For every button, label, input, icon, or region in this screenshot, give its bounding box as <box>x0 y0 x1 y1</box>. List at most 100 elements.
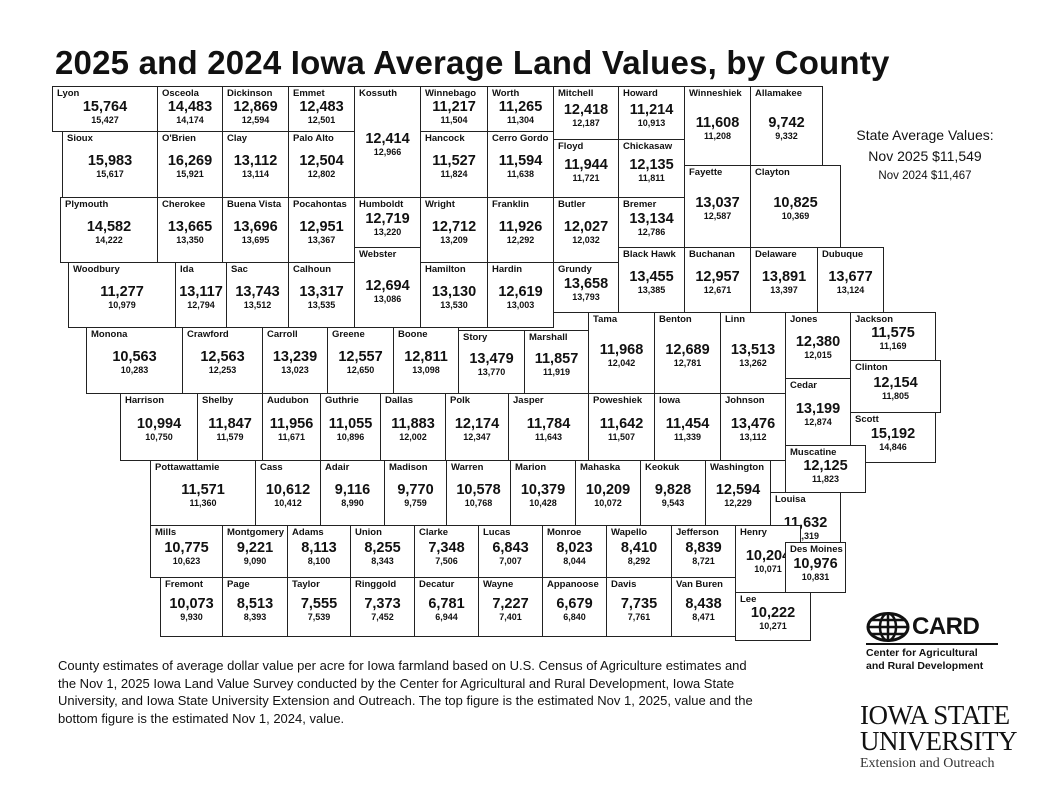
county-name: Washington <box>710 462 764 473</box>
county-values: 13,317 13,535 <box>289 284 354 311</box>
value-2024: 10,271 <box>759 621 787 631</box>
county-values: 13,112 13,114 <box>223 153 288 180</box>
county-values: 11,883 12,002 <box>381 416 445 443</box>
value-2024: 13,367 <box>307 234 336 245</box>
value-2024: 13,530 <box>440 299 468 310</box>
value-2025: 10,775 <box>164 540 209 556</box>
county-ida: Ida 13,117 12,794 <box>175 262 227 328</box>
county-ringgold: Ringgold 7,373 7,452 <box>350 577 415 637</box>
county-hamilton: Hamilton 13,130 13,530 <box>420 262 488 328</box>
value-2024: 14,174 <box>176 115 204 125</box>
county-values: 12,694 13,086 <box>355 278 420 305</box>
county-values: 13,658 13,793 <box>554 276 618 303</box>
value-2024: 11,671 <box>277 431 306 442</box>
value-2024: 11,360 <box>189 497 217 508</box>
county-values: 9,770 9,759 <box>385 482 446 509</box>
value-2024: 11,304 <box>506 115 535 125</box>
county-plymouth: Plymouth 14,582 14,222 <box>60 197 158 263</box>
value-2024: 10,412 <box>274 497 302 508</box>
county-worth: Worth 11,265 11,304 <box>487 86 554 132</box>
county-name: Palo Alto <box>293 133 334 144</box>
value-2025: 11,642 <box>599 415 644 432</box>
county-name: Scott <box>855 414 879 425</box>
county-values: 7,735 7,761 <box>607 596 671 623</box>
county-values: 12,689 12,781 <box>655 342 720 369</box>
state-average-panel: State Average Values: Nov 2025 $11,549 N… <box>830 124 1020 186</box>
county-name: Adams <box>292 527 324 538</box>
value-2024: 12,587 <box>703 211 732 221</box>
value-2024: 9,543 <box>661 497 685 508</box>
value-2025: 7,348 <box>428 540 465 556</box>
map-title: 2025 and 2024 Iowa Average Land Values, … <box>55 44 890 81</box>
value-2024: 13,112 <box>739 431 767 442</box>
county-osceola: Osceola 14,483 14,174 <box>157 86 223 132</box>
value-2025: 11,608 <box>695 114 740 131</box>
value-2025: 6,781 <box>428 595 465 612</box>
county-values: 13,696 13,695 <box>223 219 288 246</box>
county-values: 13,037 12,587 <box>685 195 750 222</box>
county-name: Story <box>463 332 488 343</box>
county-name: Greene <box>332 329 365 340</box>
value-2024: 10,623 <box>172 556 201 566</box>
county-tama: Tama 11,968 12,042 <box>588 312 655 394</box>
county-name: Benton <box>659 314 692 325</box>
value-2025: 10,222 <box>750 605 796 621</box>
county-kossuth: Kossuth 12,414 12,966 <box>354 86 421 198</box>
state-average-heading: State Average Values: <box>856 127 994 143</box>
value-2025: 13,891 <box>761 268 807 285</box>
value-2024: 13,209 <box>440 234 468 245</box>
value-2024: 13,535 <box>307 299 336 310</box>
county-name: Marshall <box>529 332 568 343</box>
county-name: Iowa <box>659 395 681 406</box>
county-values: 9,742 9,332 <box>751 115 822 142</box>
value-2024: 13,350 <box>176 234 204 245</box>
value-2025: 12,174 <box>454 415 500 432</box>
value-2025: 12,951 <box>299 218 344 235</box>
county-values: 11,594 11,638 <box>488 153 553 180</box>
county-cerro-gordo: Cerro Gordo 11,594 11,638 <box>487 131 554 198</box>
county-values: 10,073 9,930 <box>161 596 222 623</box>
county-carroll: Carroll 13,239 13,023 <box>262 327 328 394</box>
county-values: 7,555 7,539 <box>288 596 350 623</box>
value-2025: 12,380 <box>795 334 841 350</box>
value-2024: 11,919 <box>542 366 571 377</box>
county-values: 12,619 13,003 <box>488 284 553 311</box>
county-name: Delaware <box>755 249 797 260</box>
value-2024: 10,071 <box>754 563 782 574</box>
county-values: 13,677 13,124 <box>818 269 883 296</box>
value-2024: 11,169 <box>879 341 907 351</box>
value-2025: 12,483 <box>299 99 344 115</box>
county-davis: Davis 7,735 7,761 <box>606 577 672 637</box>
value-2024: 12,874 <box>804 416 832 427</box>
county-name: Lee <box>740 594 757 605</box>
value-2024: 13,397 <box>770 284 798 295</box>
county-values: 10,204 10,071 <box>736 548 800 575</box>
value-2024: 7,506 <box>435 556 458 566</box>
county-values: 13,891 13,397 <box>751 269 817 296</box>
county-values: 14,483 14,174 <box>158 99 222 126</box>
county-wapello: Wapello 8,410 8,292 <box>606 525 672 578</box>
county-keokuk: Keokuk 9,828 9,543 <box>640 460 706 526</box>
value-2024: 8,721 <box>692 556 715 566</box>
county-values: 8,255 8,343 <box>351 540 414 567</box>
value-2025: 13,743 <box>235 283 280 300</box>
county-values: 12,380 12,015 <box>786 334 850 361</box>
isu-logo: IOWA STATE UNIVERSITY Extension and Outr… <box>860 702 1018 774</box>
county-name: Clarke <box>419 527 449 538</box>
county-name: Plymouth <box>65 199 109 210</box>
county-cass: Cass 10,612 10,412 <box>255 460 321 526</box>
county-name: Humboldt <box>359 199 404 210</box>
county-cedar: Cedar 13,199 12,874 <box>785 378 851 446</box>
value-2025: 12,719 <box>365 211 410 227</box>
county-name: Black Hawk <box>623 249 676 260</box>
card-name-line2: and Rural Development <box>866 660 984 672</box>
county-dubuque: Dubuque 13,677 13,124 <box>817 247 884 313</box>
value-2025: 15,983 <box>87 153 133 169</box>
county-jefferson: Jefferson 8,839 8,721 <box>671 525 736 578</box>
county-name: Poweshiek <box>593 395 643 406</box>
value-2024: 10,831 <box>801 572 830 582</box>
value-2024: 6,944 <box>435 611 458 622</box>
value-2024: 7,007 <box>499 556 522 566</box>
county-jones: Jones 12,380 12,015 <box>785 312 851 379</box>
